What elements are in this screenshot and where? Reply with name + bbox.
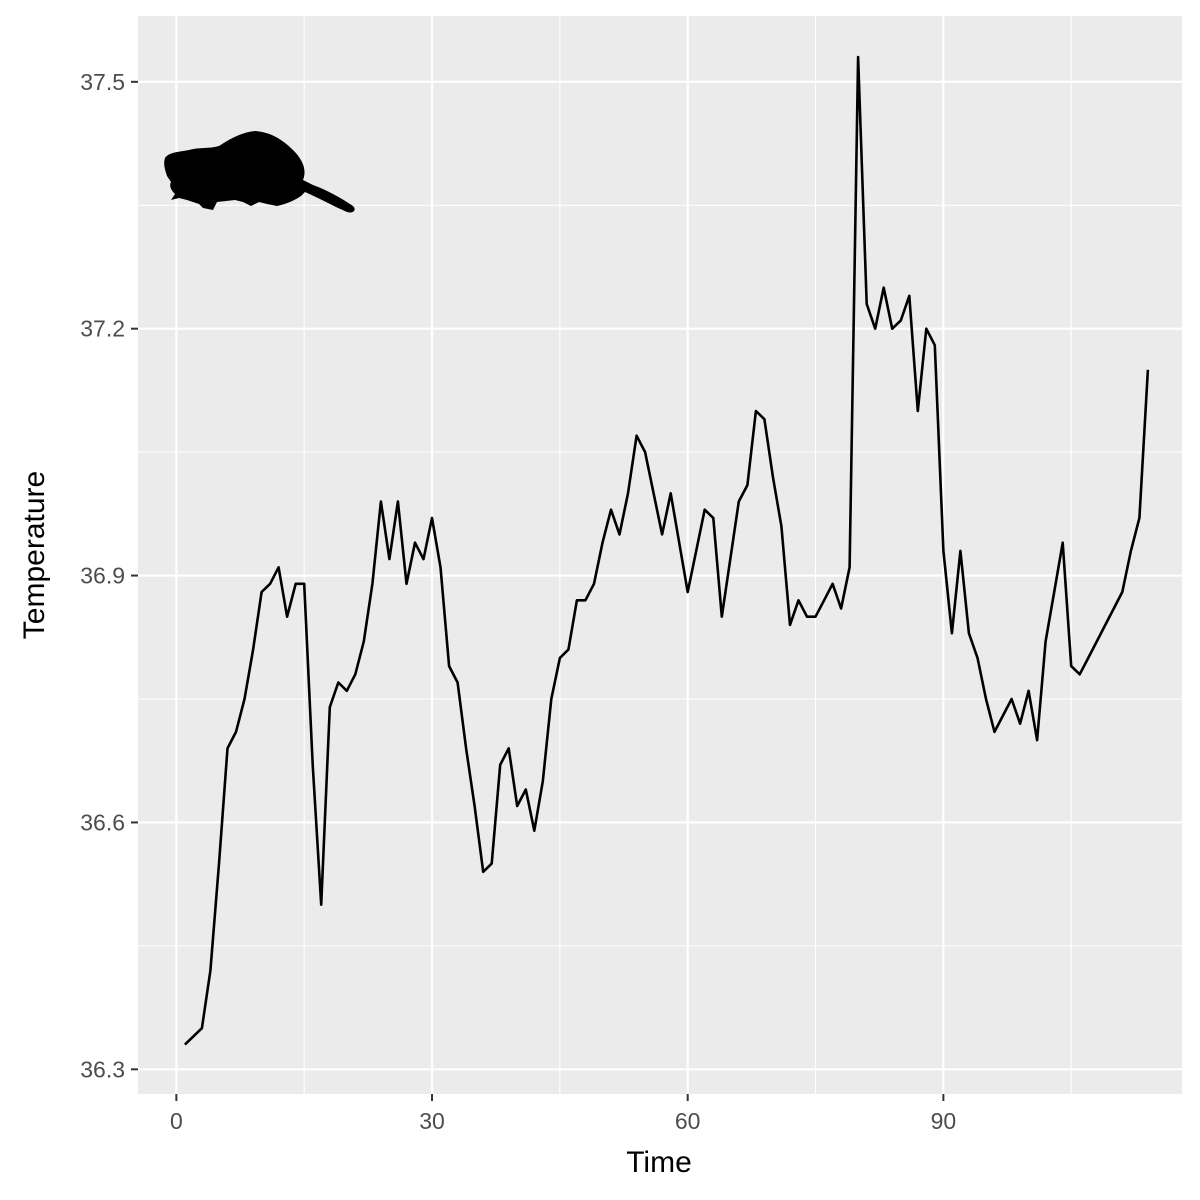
- y-tick-label: 37.5: [80, 69, 125, 95]
- x-tick-label: 0: [170, 1108, 183, 1134]
- x-axis: 0 30 60 90: [170, 1094, 956, 1134]
- minor-gridlines: [138, 16, 1182, 1094]
- y-axis-title: Temperature: [18, 471, 51, 639]
- x-axis-title: Time: [626, 1146, 692, 1179]
- beaver-silhouette-icon: [164, 131, 355, 213]
- y-tick-label: 36.9: [80, 563, 125, 589]
- y-tick-label: 36.3: [80, 1056, 125, 1082]
- x-tick-label: 30: [419, 1108, 445, 1134]
- y-tick-label: 37.2: [80, 316, 125, 342]
- x-tick-label: 60: [675, 1108, 701, 1134]
- plot-panel: [138, 16, 1182, 1094]
- x-tick-label: 90: [931, 1108, 957, 1134]
- y-tick-label: 36.6: [80, 809, 125, 835]
- temperature-line: [183, 55, 1150, 1046]
- y-axis: 36.3 36.6 36.9 37.2 37.5: [80, 69, 138, 1082]
